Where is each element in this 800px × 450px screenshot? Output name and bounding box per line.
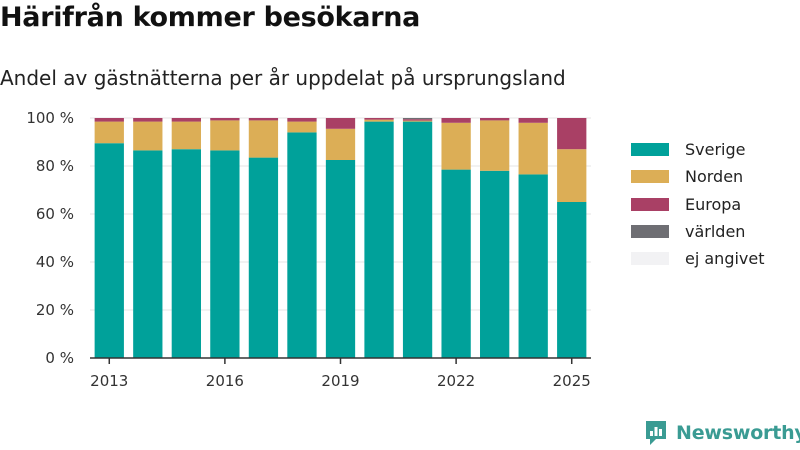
x-tick-label: 2025: [553, 372, 591, 390]
chart-title: Härifrån kommer besökarna: [0, 2, 421, 33]
bar-segment-norden: [325, 128, 356, 160]
bar-segment-europa: [287, 118, 317, 122]
bar-segment-sverige: [248, 157, 279, 358]
legend-label: världen: [685, 222, 746, 242]
bar-segment-sverige: [210, 150, 240, 358]
bar-segment-europa: [248, 118, 279, 121]
y-tick-label: 20 %: [36, 301, 74, 319]
bar-segment-norden: [248, 120, 279, 158]
bar-segment-norden: [287, 121, 317, 133]
bar-segment-europa: [94, 118, 124, 122]
bar-segment-sverige: [325, 160, 356, 358]
brand-name: Newsworthy: [676, 422, 800, 444]
bar-segment-europa: [364, 118, 394, 120]
bar-segment-sverige: [402, 121, 433, 358]
chart-subtitle: Andel av gästnätterna per år uppdelat på…: [0, 66, 566, 90]
bar-segment-norden: [518, 122, 548, 175]
bar-segment-norden: [133, 121, 163, 151]
chart-legend: Sverige Norden Europa världen ej angivet: [631, 136, 765, 272]
legend-item: världen: [631, 218, 765, 245]
bar-segment-sverige: [480, 170, 510, 358]
legend-label: ej angivet: [685, 249, 765, 269]
legend-label: Norden: [685, 167, 744, 187]
y-tick-label: 40 %: [36, 253, 74, 271]
bar-segment-europa: [210, 118, 240, 121]
newsworthy-logo-icon: [646, 421, 666, 445]
bar-segment-europa: [480, 118, 510, 121]
legend-swatch: [631, 252, 669, 266]
bar-segment-sverige: [94, 143, 124, 358]
bar-segment-norden: [480, 120, 510, 171]
legend-swatch: [631, 197, 669, 211]
bar-segment-norden: [364, 119, 394, 122]
legend-item: Norden: [631, 163, 765, 190]
bar-segment-norden: [402, 120, 433, 122]
x-tick-label: 2013: [90, 372, 128, 390]
bar-segment-norden: [171, 121, 201, 150]
bar-segment-världen: [402, 118, 433, 120]
bar-segment-sverige: [557, 202, 587, 358]
bar-segment-norden: [557, 149, 587, 202]
bar-segment-europa: [325, 118, 356, 129]
y-tick-label: 60 %: [36, 205, 74, 223]
legend-item: Sverige: [631, 136, 765, 163]
bar-segment-sverige: [133, 150, 163, 358]
bar-segment-norden: [210, 120, 240, 151]
legend-swatch: [631, 170, 669, 184]
x-tick-label: 2019: [321, 372, 359, 390]
legend-label: Europa: [685, 194, 742, 214]
bar-segment-europa: [441, 118, 471, 123]
bar-segment-sverige: [171, 149, 201, 358]
legend-swatch: [631, 143, 669, 157]
bar-segment-europa: [133, 118, 163, 122]
y-tick-label: 80 %: [36, 157, 74, 175]
legend-swatch: [631, 225, 669, 239]
bar-segment-norden: [94, 121, 124, 144]
y-tick-label: 0 %: [45, 349, 74, 367]
bar-segment-sverige: [441, 169, 471, 358]
newsworthy-logo: Newsworthy: [644, 419, 800, 447]
bar-segment-europa: [557, 118, 587, 150]
legend-item: ej angivet: [631, 245, 765, 272]
x-tick-label: 2016: [206, 372, 244, 390]
bar-segment-sverige: [287, 132, 317, 358]
bar-segment-europa: [518, 118, 548, 123]
legend-item: Europa: [631, 191, 765, 218]
legend-label: Sverige: [685, 140, 746, 160]
bar-segment-europa: [402, 119, 433, 121]
bar-segment-europa: [171, 118, 201, 122]
x-tick-label: 2022: [437, 372, 475, 390]
y-tick-label: 100 %: [26, 109, 74, 127]
bar-segment-sverige: [364, 121, 394, 358]
bar-segment-norden: [441, 122, 471, 170]
bar-segment-sverige: [518, 174, 548, 358]
